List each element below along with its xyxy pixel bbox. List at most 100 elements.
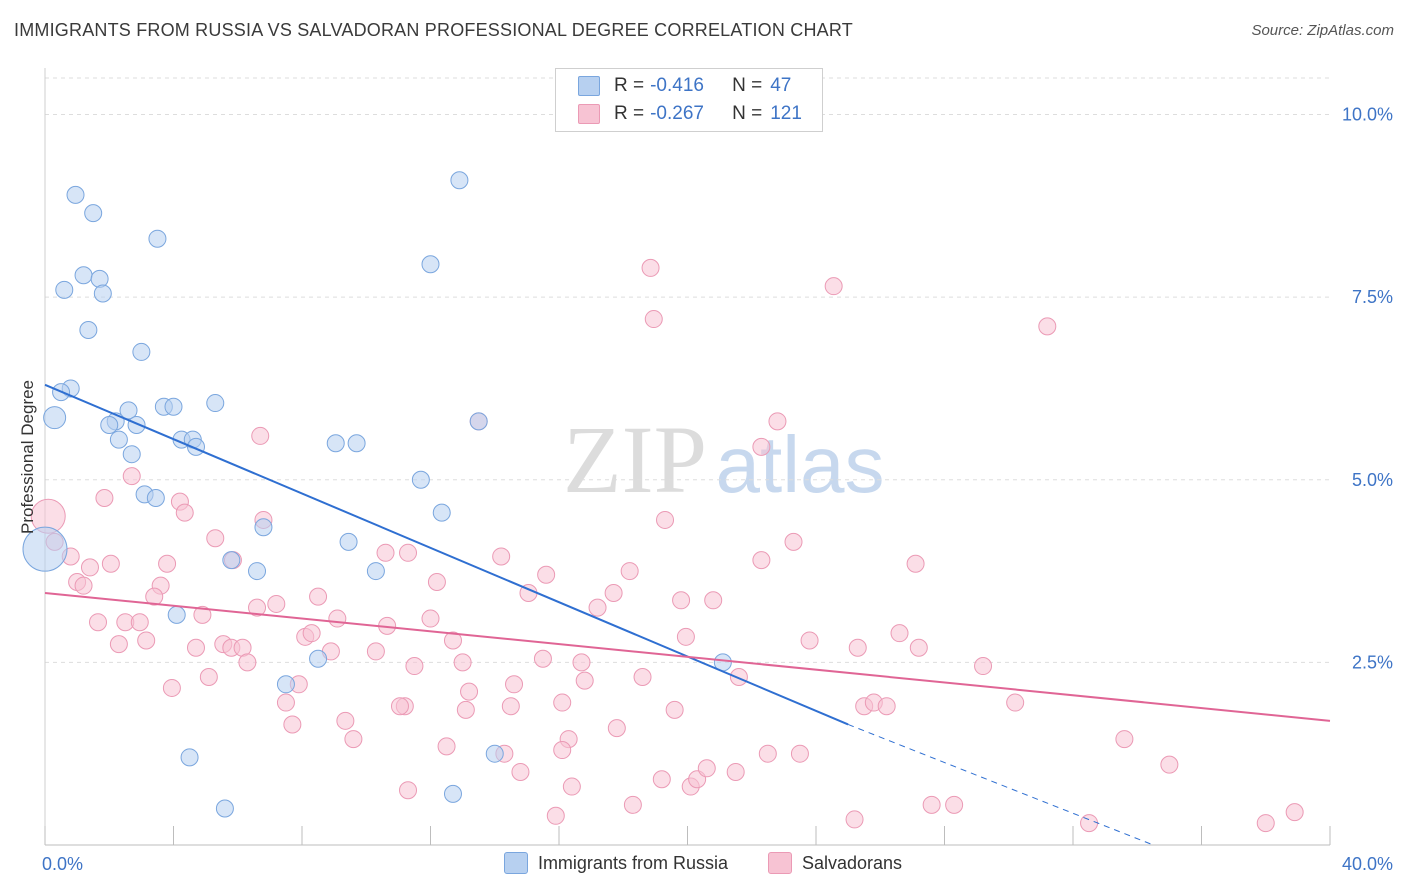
russia-point (411, 470, 430, 489)
russia-point (215, 799, 234, 818)
russia-point (146, 489, 165, 508)
salvadorans-point (302, 624, 321, 643)
salvadorans-point (137, 631, 156, 650)
salvadorans-point (546, 806, 565, 825)
salvadorans-point (729, 667, 748, 686)
russia-point (421, 255, 440, 274)
salvadorans-point (604, 583, 623, 602)
salvadorans-point (676, 627, 695, 646)
salvadorans-point (758, 744, 777, 763)
russia-trend-extension (847, 724, 1154, 846)
salvadorans-point (427, 573, 446, 592)
salvadorans-trend-line (44, 591, 1331, 722)
salvadorans-point (784, 532, 803, 551)
salvadorans-point (1038, 317, 1057, 336)
salvadorans-point (511, 762, 530, 781)
salvadorans-point (848, 638, 867, 657)
salvadorans-point (276, 693, 295, 712)
legend-item-salvadorans: Salvadorans (767, 852, 903, 874)
salvadorans-point (697, 759, 716, 778)
salvadorans-point (641, 258, 660, 277)
source-label: Source: ZipAtlas.com (1251, 22, 1394, 39)
salvadorans-point (130, 613, 149, 632)
salvadorans-point (752, 437, 771, 456)
russia-point (485, 744, 504, 763)
salvadorans-point (800, 631, 819, 650)
salvadorans-point (267, 594, 286, 613)
salvadorans-point (726, 762, 745, 781)
salvadorans-point (344, 730, 363, 749)
russia-point (222, 551, 241, 570)
series-legend: Immigrants from Russia Salvadorans (0, 852, 1406, 874)
legend-row-salvadorans: R = -0.267 N = 121 (578, 101, 802, 127)
salvadorans-point (704, 591, 723, 610)
y-axis-label: Professional Degree (18, 380, 37, 534)
salvadorans-point (376, 543, 395, 562)
russia-point (180, 748, 199, 767)
russia-point (469, 412, 488, 431)
russia-point (22, 526, 68, 572)
gridlines (45, 77, 1330, 663)
salvadorans-point (656, 510, 675, 529)
russia-point (84, 204, 103, 223)
salvadorans-point (607, 719, 626, 738)
salvadorans-point (95, 489, 114, 508)
legend-n-value: 121 (770, 103, 802, 124)
salvadorans-point (533, 649, 552, 668)
salvadorans-point (877, 697, 896, 716)
legend-row-russia: R = -0.416 N = 47 (578, 73, 791, 99)
salvadorans-point (537, 565, 556, 584)
salvadorans-point (1285, 803, 1304, 822)
salvadorans-point (328, 609, 347, 628)
legend-label-russia: Immigrants from Russia (537, 852, 728, 873)
axes: 2.5% 5.0% 7.5% 10.0% 0.0% 40.0% (42, 68, 1393, 874)
legend-swatch-pink (767, 852, 792, 874)
salvadorans-point (390, 697, 409, 716)
salvadorans-point (790, 744, 809, 763)
salvadorans-point (109, 635, 128, 654)
russia-point (109, 430, 128, 449)
salvadorans-point (366, 642, 385, 661)
salvadorans-point (492, 547, 511, 566)
salvadorans-point (251, 426, 270, 445)
salvadorans-point (906, 554, 925, 573)
russia-point (206, 394, 225, 413)
salvadorans-point (336, 711, 355, 730)
salvadorans-point (399, 543, 418, 562)
legend-label-salvadorans: Salvadorans (801, 852, 903, 873)
salvadorans-point (1080, 814, 1099, 833)
salvadorans-point (101, 554, 120, 573)
legend-r-value: -0.267 (650, 103, 704, 124)
salvadorans-point (399, 781, 418, 800)
salvadorans-point (162, 678, 181, 697)
salvadorans-point (633, 667, 652, 686)
salvadorans-point (562, 777, 581, 796)
salvadorans-point (572, 653, 591, 672)
salvadorans-point (74, 576, 93, 595)
salvadorans-points (30, 258, 1304, 833)
salvadorans-point (421, 609, 440, 628)
legend-swatch-pink (578, 104, 600, 124)
salvadorans-point (1160, 755, 1179, 774)
russia-point (79, 321, 98, 340)
salvadorans-point (845, 810, 864, 829)
x-tick-label-max: 40.0% (1342, 854, 1393, 874)
russia-point (254, 518, 273, 537)
salvadorans-point (501, 697, 520, 716)
russia-point (339, 532, 358, 551)
salvadorans-point (193, 605, 212, 624)
salvadorans-point (122, 467, 141, 486)
legend-n-label: N = (732, 103, 763, 124)
salvadorans-point (752, 551, 771, 570)
legend-item-russia: Immigrants from Russia (503, 852, 728, 874)
salvadorans-point (199, 667, 218, 686)
salvadorans-point (238, 653, 257, 672)
salvadorans-point (553, 693, 572, 712)
legend-swatch-blue (503, 852, 528, 874)
correlation-legend: R = -0.416 N = 47 R = -0.267 N = 121 (555, 68, 823, 132)
watermark-atlas: atlas (716, 420, 885, 509)
salvadorans-point (505, 675, 524, 694)
salvadorans-point (80, 558, 99, 577)
russia-point (164, 397, 183, 416)
